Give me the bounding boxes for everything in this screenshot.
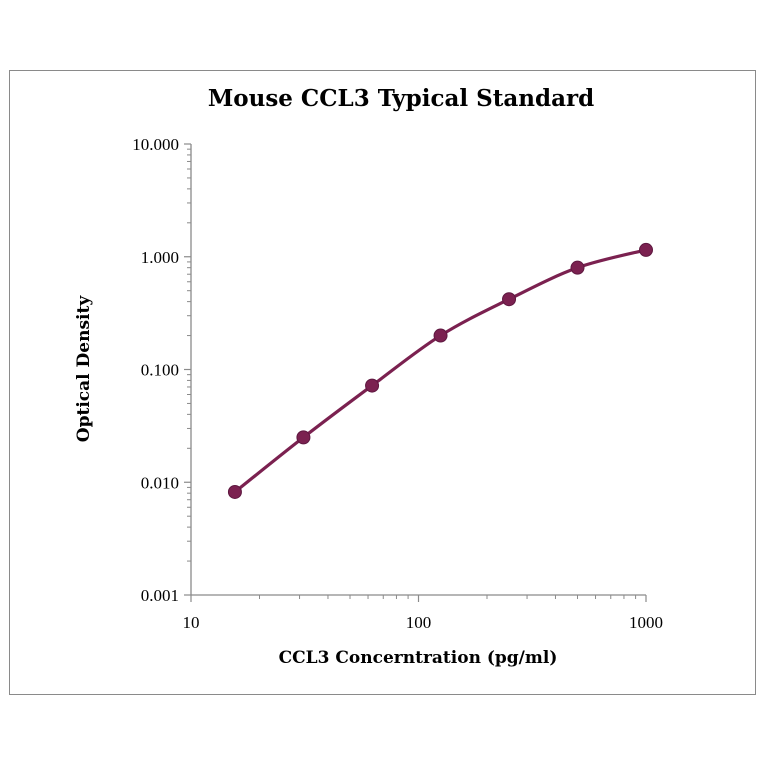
x-tick-label: 100 [406, 613, 432, 632]
data-point [433, 328, 448, 343]
plot-area [227, 242, 653, 499]
data-point [570, 260, 585, 275]
chart-title: Mouse CCL3 Typical Standard [208, 85, 594, 112]
data-point [227, 484, 242, 499]
y-tick-label: 1.000 [141, 248, 179, 267]
x-tick-label: 10 [183, 613, 200, 632]
y-tick-label: 10.000 [132, 135, 179, 154]
x-axis-label: CCL3 Concerntration (pg/ml) [279, 648, 558, 668]
y-tick-label: 0.010 [141, 473, 179, 492]
data-point [296, 430, 311, 445]
x-tick-label: 1000 [629, 613, 663, 632]
y-axis-label: Optical Density [74, 295, 94, 443]
data-point [639, 242, 653, 257]
data-point [365, 378, 380, 393]
data-point [502, 292, 517, 307]
y-tick-label: 0.100 [141, 361, 179, 380]
series-line [233, 248, 647, 494]
axes [190, 144, 646, 596]
chart-frame [9, 70, 756, 695]
y-tick-label: 0.001 [141, 586, 179, 605]
